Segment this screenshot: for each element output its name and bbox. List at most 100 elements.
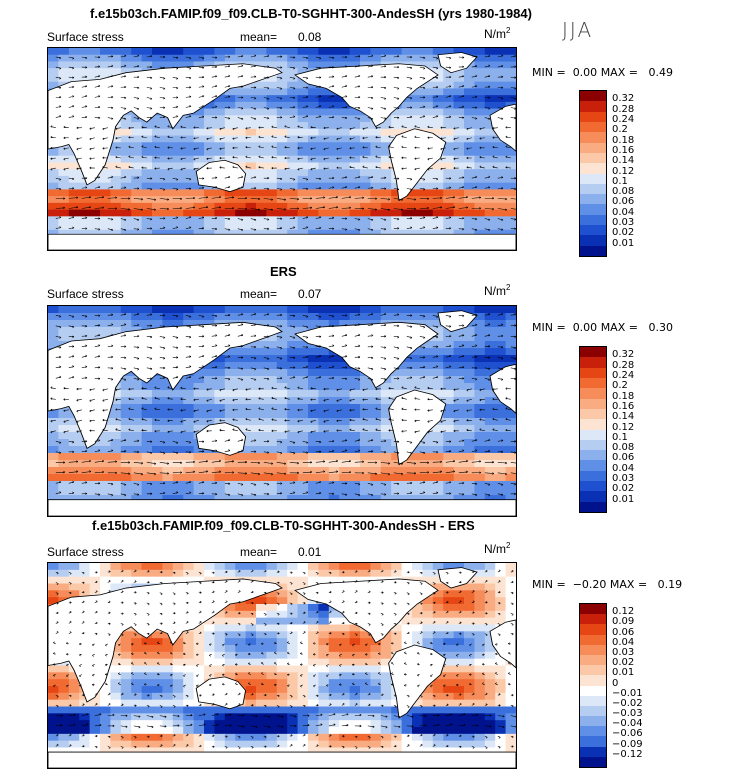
panel3-map (47, 562, 517, 769)
colorbar-swatch (580, 132, 606, 143)
panel3-title: f.e15b03ch.FAMIP.f09_f09.CLB-T0-SGHHT-30… (92, 518, 475, 533)
panel2-mean-value: 0.07 (298, 287, 322, 301)
panel3-mean-value: 0.01 (298, 545, 322, 559)
colorbar-swatch (580, 604, 606, 615)
min-label: MIN = (532, 578, 566, 591)
colorbar-tick-label: 0.1 (612, 175, 628, 187)
panel2-title: ERS (270, 264, 297, 279)
colorbar-tick-label: 0.2 (612, 124, 628, 136)
colorbar-tick-label: 0.2 (612, 380, 628, 392)
colorbar-swatch (580, 665, 606, 676)
panel3-min-max: MIN = −0.20 MAX = 0.19 (532, 578, 682, 591)
colorbar-swatch (580, 214, 606, 226)
colorbar-swatch (580, 183, 606, 195)
colorbar-swatch (580, 398, 606, 409)
panel3-colorbar (579, 603, 607, 768)
panel2-map (47, 305, 517, 517)
colorbar-swatch (580, 111, 606, 122)
stress-vectors (53, 569, 516, 749)
colorbar-swatch (580, 634, 606, 645)
colorbar-swatch (580, 429, 606, 440)
colorbar-swatch (580, 142, 606, 153)
colorbar-tick-label: −0.04 (612, 718, 643, 730)
colorbar-tick-label: 0.04 (612, 636, 635, 648)
colorbar-swatch (580, 501, 606, 512)
max-value: 0.30 (648, 321, 673, 334)
colorbar-tick-label: −0.06 (612, 728, 643, 740)
colorbar-swatch (580, 204, 606, 215)
panel1-map (47, 47, 517, 251)
colorbar-swatch (580, 470, 606, 482)
colorbar-swatch (580, 419, 606, 430)
colorbar-swatch (580, 194, 606, 205)
colorbar-tick-label: 0.01 (612, 493, 635, 505)
colorbar-swatch (580, 736, 606, 747)
panel2-unit: N/m2 (484, 283, 511, 298)
colorbar-tick-label: −0.01 (612, 687, 643, 699)
stress-vectors (50, 312, 516, 497)
map-canvas (48, 563, 516, 768)
colorbar-tick-label: 0.18 (612, 390, 635, 402)
colorbar-swatch (580, 624, 606, 635)
colorbar-swatch (580, 450, 606, 461)
max-value: 0.49 (648, 66, 673, 79)
map-canvas (48, 48, 516, 250)
colorbar-tick-label: 0.03 (612, 473, 635, 485)
colorbar-swatch (580, 347, 606, 358)
colorbar-swatch (580, 654, 606, 666)
colorbar-swatch (580, 756, 606, 767)
colorbar-tick-label: 0.03 (612, 217, 635, 229)
colorbar-tick-label: 0.02 (612, 483, 635, 495)
colorbar-tick-label: 0.06 (612, 196, 635, 208)
stress-vectors (50, 54, 516, 232)
colorbar-tick-label: 0.14 (612, 155, 635, 167)
panel3-variable: Surface stress (47, 545, 124, 559)
colorbar-swatch (580, 716, 606, 727)
max-label: MAX = (600, 321, 638, 334)
colorbar-tick-label: 0.01 (612, 237, 635, 249)
colorbar-swatch (580, 481, 606, 492)
colorbar-tick-label: 0.08 (612, 186, 635, 198)
colorbar-swatch (580, 377, 606, 389)
min-label: MIN = (532, 66, 566, 79)
colorbar-tick-label: 0.24 (612, 369, 635, 381)
panel2-mean-label: mean= (240, 287, 278, 301)
continents (48, 52, 516, 250)
colorbar-swatch (580, 705, 606, 717)
max-label: MAX = (600, 66, 638, 79)
panel2-variable: Surface stress (47, 287, 124, 301)
panel1-colorbar (579, 90, 607, 257)
colorbar-tick-label: 0.1 (612, 431, 628, 443)
panel3-unit: N/m2 (484, 541, 511, 556)
min-value: 0.00 (572, 66, 598, 79)
colorbar-swatch (580, 173, 606, 184)
colorbar-tick-label: 0.04 (612, 206, 635, 218)
colorbar-tick-label: 0.01 (612, 667, 635, 679)
colorbar-swatch (580, 746, 606, 757)
colorbar-swatch (580, 695, 606, 706)
colorbar-tick-label: 0.02 (612, 657, 635, 669)
min-label: MIN = (532, 321, 566, 334)
colorbar-swatch (580, 675, 606, 686)
colorbar-swatch (580, 235, 606, 246)
colorbar-tick-label: −0.09 (612, 738, 643, 750)
colorbar-swatch (580, 460, 606, 471)
colorbar-swatch (580, 614, 606, 625)
panel1-title: f.e15b03ch.FAMIP.f09_f09.CLB-T0-SGHHT-30… (90, 6, 532, 21)
season-label: JJA (562, 18, 594, 42)
continents (48, 310, 516, 516)
colorbar-tick-label: 0.03 (612, 646, 635, 658)
colorbar-swatch (580, 225, 606, 236)
colorbar-tick-label: 0.12 (612, 165, 635, 177)
panel2-min-max: MIN = 0.00 MAX = 0.30 (532, 321, 673, 334)
colorbar-swatch (580, 163, 606, 174)
colorbar-swatch (580, 388, 606, 399)
panel1-unit: N/m2 (484, 26, 511, 41)
colorbar-swatch (580, 121, 606, 133)
colorbar-swatch (580, 245, 606, 256)
colorbar-tick-label: 0.28 (612, 103, 635, 115)
colorbar-tick-label: 0.06 (612, 626, 635, 638)
colorbar-tick-label: 0.12 (612, 421, 635, 433)
colorbar-swatch (580, 91, 606, 102)
panel1-mean-value: 0.08 (298, 30, 322, 44)
